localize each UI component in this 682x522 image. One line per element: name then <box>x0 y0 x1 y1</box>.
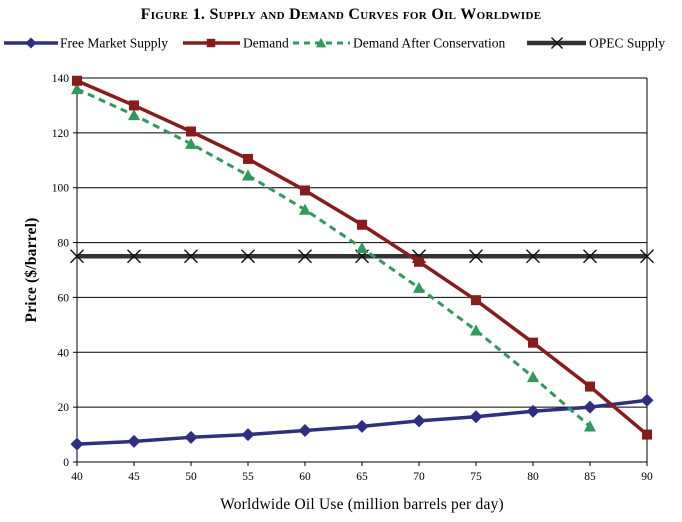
series-demand <box>72 75 652 440</box>
legend-swatch-marker <box>315 37 327 48</box>
legend-label: OPEC Supply <box>589 36 665 51</box>
free-market-supply-point <box>70 437 84 451</box>
opec-supply-point <box>298 249 312 264</box>
chart-title: Figure 1. Supply and Demand Curves for O… <box>141 6 542 23</box>
opec-supply-point <box>640 249 654 264</box>
y-tick-label: 80 <box>58 238 70 250</box>
free-market-supply-point <box>640 393 654 407</box>
demand-point <box>129 100 139 111</box>
free-market-supply-point <box>583 400 597 414</box>
series-group <box>70 75 654 451</box>
free-market-supply-point <box>469 410 483 424</box>
demand-after-conservation-point <box>242 169 254 181</box>
x-tick-label: 60 <box>299 471 311 483</box>
demand-point <box>300 185 310 196</box>
y-tick-label: 0 <box>63 457 69 469</box>
x-tick-label: 85 <box>584 471 596 483</box>
legend-label: Demand After Conservation <box>353 36 505 51</box>
x-tick-label: 65 <box>356 471 368 483</box>
demand-after-conservation-point <box>299 203 311 215</box>
demand-point <box>186 126 196 137</box>
free-market-supply-point <box>298 423 312 437</box>
demand-point <box>414 256 424 267</box>
x-tick-label: 80 <box>527 471 539 483</box>
free-market-supply-point <box>184 430 198 444</box>
demand-after-conservation-point <box>413 281 425 293</box>
opec-supply-point <box>184 249 198 264</box>
legend: Free Market Supply Demand Demand After Con… <box>4 36 665 51</box>
demand-point <box>642 429 652 440</box>
free-market-supply-point <box>241 428 255 442</box>
tick-labels: 0 20 40 60 80 100 120 140 40 45 50 55 60 65 70 75 80 85 90 <box>52 73 653 483</box>
demand-after-conservation-line <box>76 87 591 428</box>
opec-supply-point <box>526 249 540 264</box>
y-tick-label: 100 <box>52 183 70 195</box>
free-market-supply-point <box>526 404 540 418</box>
free-market-supply-point <box>127 434 141 448</box>
demand-after-conservation-point <box>356 242 368 254</box>
demand-after-conservation-point <box>470 324 482 336</box>
x-tick-label: 55 <box>242 471 254 483</box>
demand-after-conservation-point <box>584 420 596 432</box>
x-tick-label: 75 <box>470 471 482 483</box>
demand-point <box>72 75 82 86</box>
opec-supply-point <box>583 249 597 264</box>
demand-point <box>243 153 253 164</box>
demand-point <box>471 295 481 306</box>
demand-point <box>357 219 367 230</box>
y-tick-label: 120 <box>52 128 70 140</box>
demand-after-conservation-point <box>71 82 83 95</box>
legend-label: Demand <box>243 36 289 51</box>
demand-point <box>585 381 595 392</box>
legend-label: Free Market Supply <box>60 36 168 51</box>
y-tick-label: 140 <box>52 73 70 85</box>
opec-supply-point <box>127 249 141 264</box>
legend-item-opec-supply: OPEC Supply <box>527 36 665 51</box>
opec-supply-point <box>469 249 483 264</box>
y-tick-label: 40 <box>58 347 70 359</box>
demand-after-conservation-point <box>527 370 539 383</box>
legend-item-demand-after-conservation: Demand After Conservation <box>293 36 505 51</box>
demand-point <box>528 337 538 348</box>
y-axis-label: Price ($/barrel) <box>23 218 40 323</box>
series-opec-supply <box>70 249 654 264</box>
x-tick-label: 50 <box>185 471 197 483</box>
x-tick-label: 90 <box>641 471 653 483</box>
free-market-supply-point <box>355 419 369 433</box>
x-tick-label: 70 <box>413 471 425 483</box>
demand-after-conservation-point <box>185 137 197 149</box>
opec-supply-point <box>70 249 84 264</box>
legend-item-free-market-supply: Free Market Supply <box>4 36 168 51</box>
y-tick-label: 20 <box>58 402 70 414</box>
x-tick-label: 40 <box>71 471 83 483</box>
demand-after-conservation-point <box>128 109 140 121</box>
opec-supply-point <box>241 249 255 264</box>
series-demand-after-conservation <box>71 82 596 432</box>
y-tick-label: 60 <box>58 292 70 304</box>
series-free-market-supply <box>70 393 654 451</box>
legend-swatch-marker <box>550 36 564 50</box>
legend-swatch-marker <box>25 37 37 49</box>
x-tick-label: 45 <box>128 471 140 483</box>
legend-item-demand: Demand <box>183 36 289 51</box>
free-market-supply-point <box>412 414 426 428</box>
legend-swatch-marker <box>206 38 216 48</box>
axes <box>76 78 648 463</box>
x-axis-label: Worldwide Oil Use (million barrels per d… <box>220 496 504 513</box>
